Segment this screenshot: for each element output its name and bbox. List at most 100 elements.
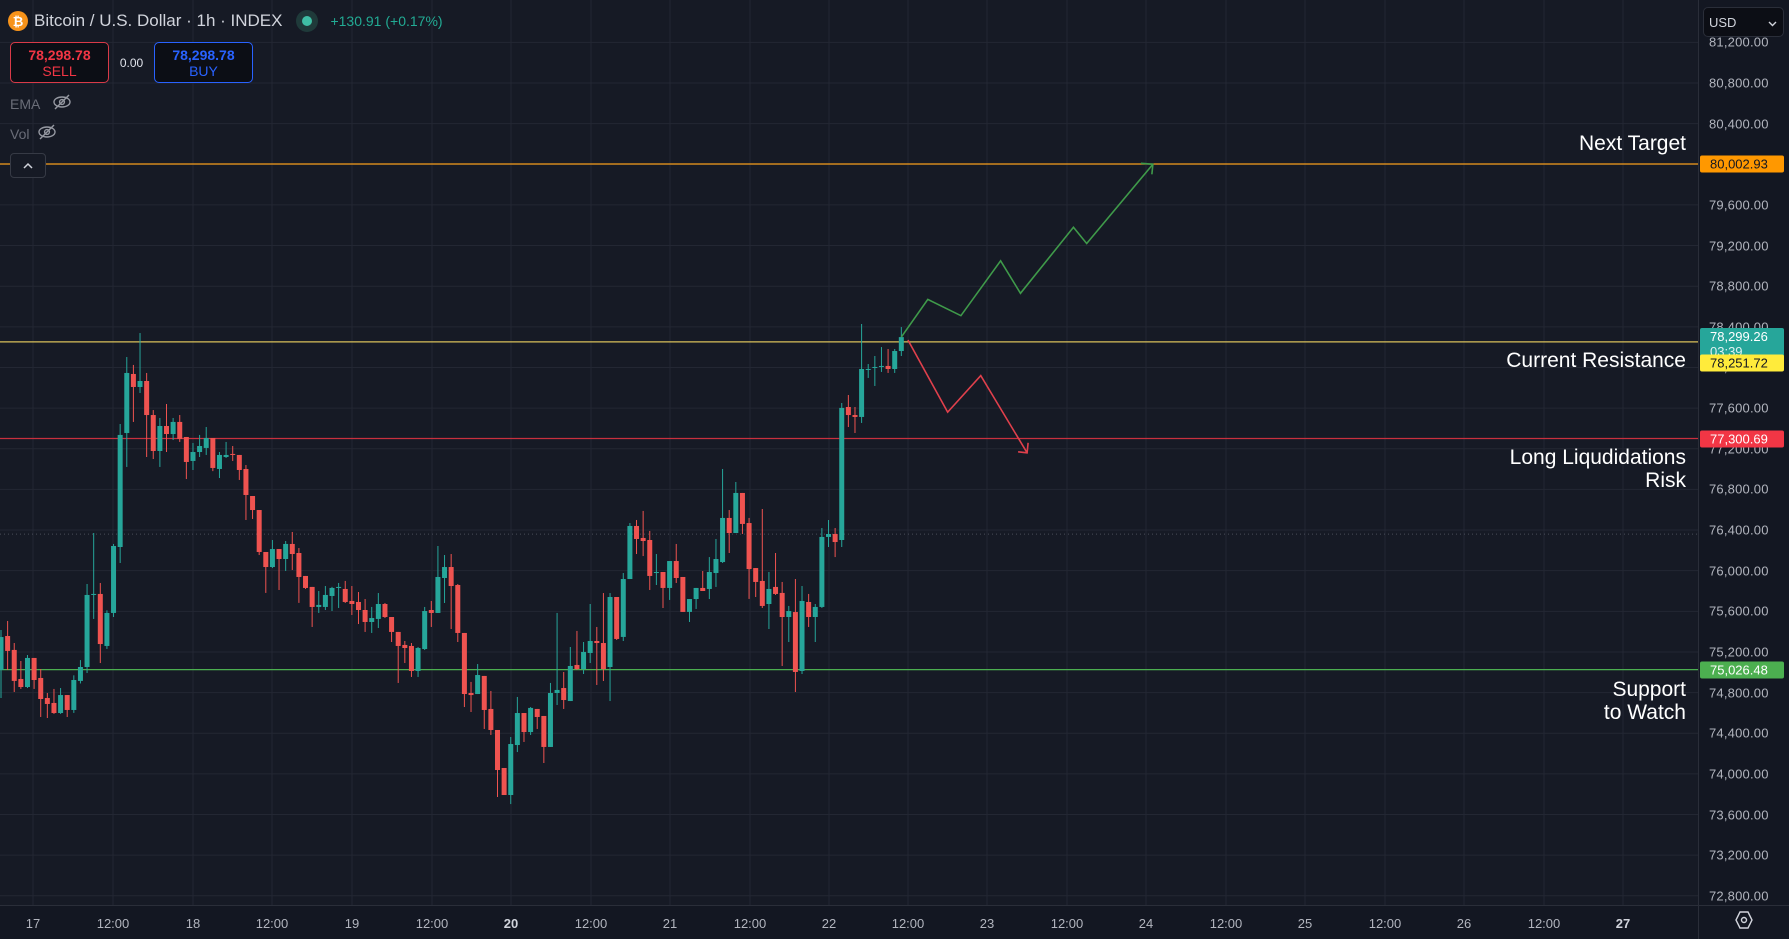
indicator-vol[interactable]: Vol [10,124,57,143]
candle-body [541,715,547,747]
candlestick-plot[interactable] [0,0,1698,905]
candle-body [91,593,97,595]
candle-body [607,596,613,667]
candle-body [362,609,368,622]
candle-body [746,523,752,570]
annotation-long-liquidations[interactable]: Long Liqudidations Risk [1509,446,1686,492]
candle-body [309,586,315,607]
time-tick-label: 17 [25,916,41,931]
annotation-support[interactable]: Support to Watch [1603,678,1686,724]
time-tick-label: 25 [1297,916,1313,931]
candle-body [878,365,884,367]
candle-body [567,665,573,702]
candle-body [581,651,587,670]
candle-body [177,421,183,440]
collapse-legend-button[interactable] [10,153,46,178]
price-tick-label: 76,800.00 [1709,481,1769,497]
candle-body [455,585,461,633]
indicator-label: Vol [10,125,30,142]
annotation-current-resistance[interactable]: Current Resistance [1506,349,1686,372]
time-tick-label: 12:00 [891,916,925,931]
candle-body [84,594,90,667]
candle-body [753,568,759,582]
candle-body [634,525,640,539]
symbol-title[interactable]: Bitcoin / U.S. Dollar · 1h · INDEX [34,11,283,30]
candle-body [415,647,421,671]
price-tick-label: 73,200.00 [1709,847,1769,863]
candle-body [561,688,567,701]
bearish-projection-arrow [907,339,1028,454]
candle-body [71,680,77,710]
candle-body [521,713,527,733]
candle-body [38,677,44,700]
candle-body [18,678,24,688]
candle-body [44,697,50,704]
candle-body [0,637,4,671]
buy-price: 78,298.78 [172,46,235,63]
sell-label: SELL [42,62,77,79]
candle-body [197,446,203,453]
candle-body [183,436,189,462]
chevron-down-icon [1768,15,1777,30]
time-axis[interactable]: 17 12:00 18 12:00 19 12:00 20 12:00 21 12:00 22 12:… [0,905,1698,939]
candle-body [157,426,163,451]
candle-body [660,572,666,588]
currency-select[interactable]: USD [1703,7,1784,37]
market-status-icon[interactable] [296,10,319,32]
eye-off-icon[interactable] [37,124,57,143]
last-price-value: 78,299.26 [1710,329,1768,345]
candle-body [216,454,222,469]
candle-body [739,492,745,524]
candle-body [263,551,269,568]
time-tick-label: 12:00 [574,916,608,931]
sell-button[interactable]: 78,298.78 SELL [10,42,109,83]
candle-body [720,517,726,563]
candle-body [620,579,626,637]
candle-body [329,587,335,596]
eye-off-icon[interactable] [52,94,72,113]
price-axis[interactable]: 81,200.0080,800.0080,400.0080,000.0079,6… [1698,0,1789,905]
candle-body [164,426,169,435]
candle-body [402,644,408,648]
candle-body [495,729,500,771]
time-tick-label: 26 [1456,916,1472,931]
candle-body [316,604,322,607]
price-tick-label: 72,800.00 [1709,888,1769,904]
candle-body [614,596,620,639]
candle-body [845,407,851,416]
symbol-legend: ₿ Bitcoin / U.S. Dollar · 1h · INDEX +13… [8,10,443,32]
settings-hexagon-icon [1734,910,1754,935]
candle-body [243,468,249,495]
candle-body [31,657,37,681]
bitcoin-logo-icon: ₿ [8,11,28,31]
candle-body [819,536,825,607]
price-tick-label: 74,000.00 [1709,766,1769,782]
candle-body [806,601,812,618]
candle-body [667,561,673,588]
price-tick-label: 78,800.00 [1709,278,1769,294]
candle-body [130,373,136,387]
candle-body [51,702,57,714]
annotation-next-target[interactable]: Next Target [1579,132,1686,155]
indicator-ema[interactable]: EMA [10,94,72,113]
candle-body [554,689,560,694]
buy-button[interactable]: 78,298.78 BUY [154,42,253,83]
candle-body [832,534,838,543]
candle-body [395,631,401,646]
candle-body [647,539,653,576]
time-tick-label: 23 [979,916,995,931]
price-tick-label: 76,400.00 [1709,522,1769,538]
time-tick-label: 21 [662,916,678,931]
candle-body [587,640,593,653]
candle-body [435,576,441,613]
candle-body [779,592,785,618]
time-tick-label: 12:00 [1050,916,1084,931]
price-tick-label: 80,800.00 [1709,75,1769,91]
candle-body [144,380,150,416]
candle-body [170,421,176,435]
chart-pane[interactable]: ₿ Bitcoin / U.S. Dollar · 1h · INDEX +13… [0,0,1698,905]
price-tick-label: 75,200.00 [1709,644,1769,660]
chart-settings-button[interactable] [1698,905,1789,939]
candle-body [210,437,216,468]
candle-body [799,600,805,671]
